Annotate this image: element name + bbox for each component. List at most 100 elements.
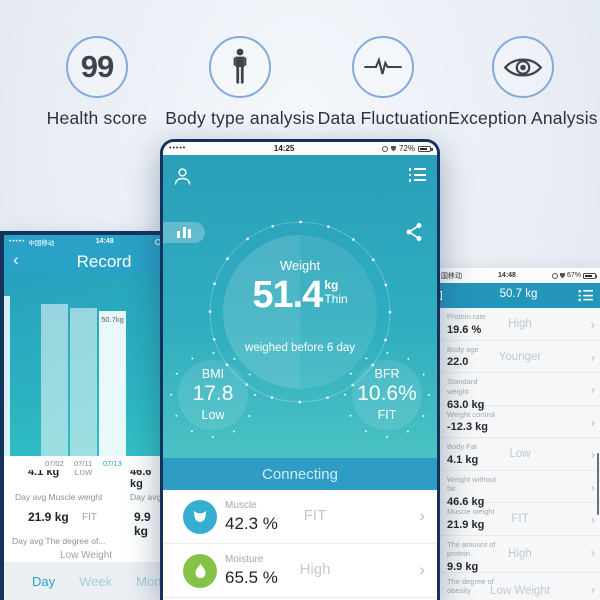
right-status-bar: 国移动 14:48 67% [437, 268, 600, 283]
feature-exception-analysis: Exception Analysis [438, 36, 600, 129]
chevron-right-icon: › [590, 382, 595, 397]
back-icon[interactable]: ‹ [13, 250, 19, 269]
weight-bar-chart: 50.7kg [4, 274, 166, 456]
share-icon[interactable] [403, 221, 425, 243]
signal-dots: ••••• [9, 238, 26, 245]
list-item[interactable]: The amount of protein 9.9 kg High › [437, 536, 600, 573]
exception-analysis-circle [492, 36, 554, 98]
chevron-right-icon: › [590, 447, 595, 462]
feature-data-fluctuation: Data Fluctuation [298, 36, 468, 129]
list-item[interactable]: Body Fat 4.1 kg Low › [437, 438, 600, 471]
metric-label: The degree of obesity [447, 576, 494, 596]
list-item[interactable]: Weight control -12.3 kg › [437, 406, 600, 438]
dial-ring [344, 352, 430, 438]
axis-date-selected[interactable]: 07/13 [103, 459, 122, 468]
metric-status: High [508, 547, 532, 560]
shield-icon [390, 145, 396, 152]
chevron-right-icon: › [590, 317, 595, 332]
tab-day[interactable]: Day [32, 573, 56, 589]
body-metrics-list: Protein rate 19.6 % High › Body age 22.0… [437, 308, 600, 600]
axis-date[interactable]: 07/02 [45, 459, 64, 468]
metric-status: Low [509, 448, 531, 460]
left-phone-screen: ••••• 中国移动 14:48 ‹ Record 50.7kg 07/02 0… [4, 235, 172, 600]
chevron-right-icon: › [590, 414, 595, 430]
bar-chart-icon [177, 231, 180, 238]
bfr-label: BFR [374, 367, 400, 381]
chevron-right-icon: › [419, 506, 425, 525]
metric-status: FIT [303, 507, 327, 524]
scrollbar[interactable] [596, 453, 599, 515]
metric-value: 4.1 kg [447, 453, 479, 466]
chevron-right-icon: › [590, 581, 595, 597]
shield-icon [559, 272, 565, 279]
metric-name: Moisture [225, 554, 264, 565]
stat-label: Day avg The degree of... [12, 536, 106, 546]
right-phone: 国移动 14:48 67% 50.7 kg Protein rate 19.6 … [437, 268, 600, 600]
center-status-bar: ••••• 14:25 72% [163, 142, 437, 155]
metric-value: 63.0 kg [447, 398, 485, 411]
list-menu-icon[interactable] [578, 290, 592, 301]
chevron-right-icon: › [590, 349, 595, 365]
profile-icon[interactable] [173, 167, 192, 186]
list-item-moisture[interactable]: Moisture 65.5 % High › [163, 544, 437, 598]
stat-status: Low Weight [60, 550, 113, 561]
connecting-button[interactable]: Connecting [163, 458, 437, 490]
left-phone: ••••• 中国移动 14:48 ‹ Record 50.7kg 07/02 0… [0, 231, 172, 600]
left-title-bar: ‹ Record [4, 248, 166, 274]
stat-value: 4.1 kg [28, 470, 60, 478]
metric-rows: Muscle 42.3 % FIT › Moisture 65.5 % High… [163, 490, 437, 600]
metric-value: 21.9 kg [447, 518, 485, 531]
list-menu-icon[interactable] [408, 168, 426, 182]
body-silhouette-icon [233, 48, 247, 84]
metric-value: 46.6 kg [447, 496, 485, 508]
chevron-right-icon: › [419, 560, 425, 579]
status-time: 14:25 [273, 144, 295, 153]
metric-label: The amount of protein [447, 539, 496, 559]
bmi-dial[interactable]: BMI 17.8 Low [169, 351, 257, 439]
battery-icon [582, 272, 598, 279]
dashboard-main: Weight 51.4 kg Thin weighed before 6 day [163, 155, 437, 458]
chart-bar[interactable] [41, 304, 68, 456]
chevron-right-icon: › [590, 479, 595, 495]
metric-label: Protein rate [447, 312, 486, 321]
center-phone-screen: ••••• 14:25 72% [163, 142, 437, 600]
metric-status: High [299, 561, 331, 578]
chart-bar-cropped[interactable] [4, 296, 10, 456]
weight-status: Thin [324, 292, 348, 307]
history-chart-button[interactable] [163, 222, 205, 243]
metric-label: Weight without fat [447, 474, 497, 494]
list-item[interactable]: Weight without fat 46.6 kg › [437, 471, 600, 508]
list-item-muscle[interactable]: Muscle 42.3 % FIT › [163, 490, 437, 544]
chart-bar[interactable] [70, 308, 97, 456]
metric-value: 19.6 % [447, 323, 482, 336]
bmi-label: BMI [201, 367, 225, 381]
list-item[interactable]: The degree of obesity Low Weight › [437, 573, 600, 600]
body-type-circle [209, 36, 271, 98]
list-item[interactable]: Protein rate 19.6 % High › [437, 308, 600, 341]
bfr-status: FIT [377, 408, 397, 422]
stat-label: Day avg Muscle weight [15, 492, 103, 502]
metric-value: 9.9 kg [447, 561, 479, 573]
chart-bar-selected[interactable]: 50.7kg [99, 311, 126, 456]
feature-label: Data Fluctuation [317, 108, 449, 128]
page-title: Record [76, 252, 132, 271]
weight-dial: Weight 51.4 kg Thin weighed before 6 day [208, 220, 392, 404]
metric-label: Muscle weight [447, 507, 495, 516]
battery-percent: 67% [566, 272, 581, 279]
bfr-dial[interactable]: BFR 10.6% FIT [343, 351, 431, 439]
battery-percent: 72% [398, 144, 415, 153]
dial-ring [208, 220, 392, 404]
axis-date[interactable]: 07/11 [74, 459, 93, 468]
battery-icon [418, 145, 433, 152]
metric-label: Body Fat [447, 442, 478, 451]
list-item[interactable]: Standard weight 63.0 kg › [437, 373, 600, 411]
tab-week[interactable]: Week [79, 573, 113, 589]
health-score-circle: 99 [66, 36, 128, 98]
bmi-value: 17.8 [192, 382, 234, 405]
bmi-status: Low [201, 408, 225, 422]
list-item[interactable]: Muscle weight 21.9 kg FIT › [437, 503, 600, 536]
metric-status: Younger [498, 350, 542, 363]
metric-name: Muscle [225, 500, 257, 511]
list-item[interactable]: Body age 22.0 Younger › [437, 341, 600, 373]
